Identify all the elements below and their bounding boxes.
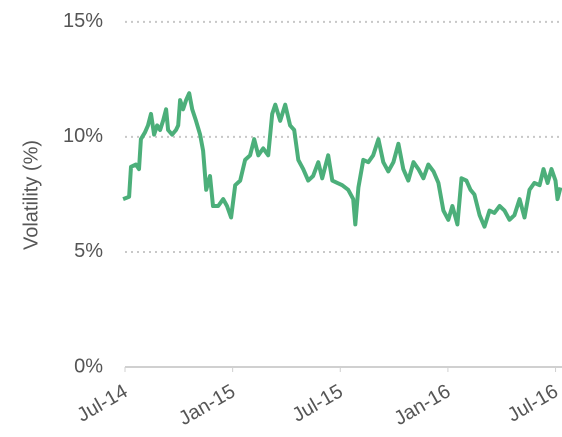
y-axis-label: Volatility (%) [20, 140, 42, 250]
x-tick-label: Jan-16 [390, 380, 454, 430]
x-tick-label: Jul-15 [289, 380, 347, 426]
x-tick-label: Jan-15 [175, 380, 239, 430]
x-tick-label: Jul-16 [504, 380, 562, 426]
line-series [122, 91, 562, 229]
y-tick-label: 10% [63, 125, 103, 147]
y-tick-label: 5% [74, 240, 103, 262]
y-tick-label: 0% [74, 355, 103, 377]
x-tick-label: Jul-14 [73, 380, 131, 426]
y-tick-label: 15% [63, 10, 103, 32]
